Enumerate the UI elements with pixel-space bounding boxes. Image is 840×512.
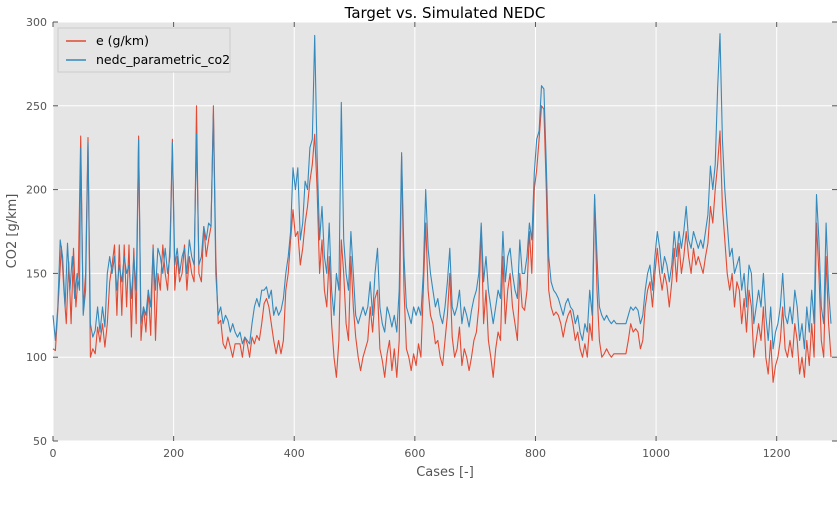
x-tick-label: 1200 xyxy=(763,447,791,460)
x-tick-label: 0 xyxy=(50,447,57,460)
series-line-2 xyxy=(52,33,832,350)
x-tick-label: 1000 xyxy=(642,447,670,460)
x-tick-label: 800 xyxy=(525,447,546,460)
plot-background xyxy=(53,22,837,441)
y-tick-label: 100 xyxy=(26,351,47,364)
legend-box xyxy=(57,27,231,73)
y-tick-label: 50 xyxy=(33,435,47,448)
y-tick-label: 300 xyxy=(26,16,47,29)
chart-title: Target vs. Simulated NEDC xyxy=(344,4,546,22)
legend: e (g/km) nedc_parametric_co2 xyxy=(57,27,231,73)
series-group xyxy=(52,33,832,383)
x-tick-label: 600 xyxy=(404,447,425,460)
y-tick-label: 250 xyxy=(26,100,47,113)
ticks-group: 0 200 400 600 800 1000 1200 50 100 150 200 250 300 xyxy=(26,16,837,460)
series-line-1 xyxy=(52,105,832,383)
x-tick-label: 200 xyxy=(163,447,184,460)
y-tick-label: 200 xyxy=(26,184,47,197)
y-axis-label: CO2 [g/km] xyxy=(5,194,20,269)
legend-label: nedc_parametric_co2 xyxy=(96,52,230,67)
x-tick-label: 400 xyxy=(284,447,305,460)
x-axis-label: Cases [-] xyxy=(416,465,474,480)
legend-label: e (g/km) xyxy=(96,33,149,48)
y-tick-label: 150 xyxy=(26,267,47,280)
